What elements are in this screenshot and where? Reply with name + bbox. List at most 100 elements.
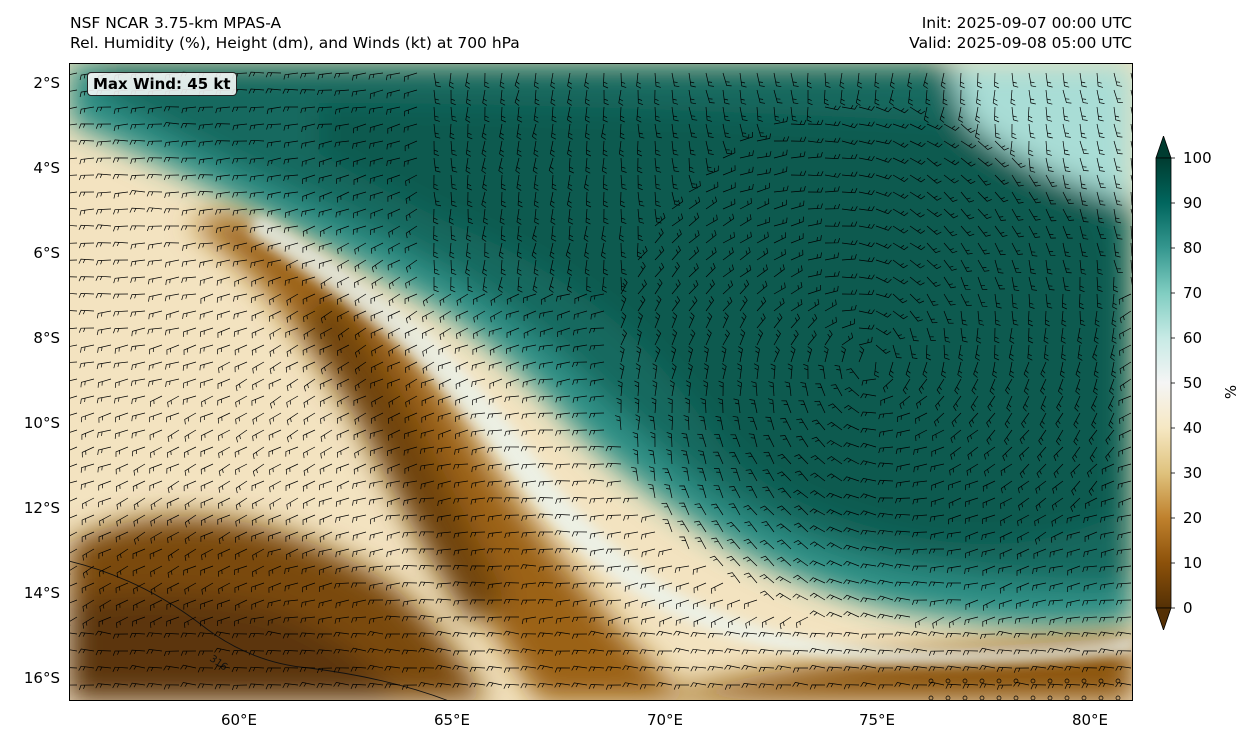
wind-barb [758, 632, 775, 637]
wind-barb [487, 565, 503, 572]
wind-barb [96, 395, 112, 404]
wind-barb [949, 463, 962, 476]
wind-barb [790, 119, 807, 125]
wind-barb [977, 208, 992, 220]
wind-barb [214, 665, 231, 670]
wind-barb [97, 378, 112, 388]
wind-barb [790, 313, 801, 329]
wind-barb [1081, 683, 1098, 689]
wind-barb [146, 666, 163, 672]
wind-barb [953, 395, 962, 411]
wind-barb [438, 429, 452, 440]
wind-barb [826, 509, 843, 516]
wind-barb [926, 327, 936, 342]
wind-barb [504, 395, 520, 403]
wind-barb [705, 140, 714, 155]
wind-barb [78, 276, 95, 282]
wind-barb [267, 225, 282, 234]
wind-barb [1018, 497, 1030, 511]
wind-barb [387, 361, 401, 372]
wind-barb [722, 147, 736, 159]
wind-barb [1049, 548, 1064, 558]
wind-barb [1096, 89, 1105, 104]
wind-barb [874, 72, 880, 89]
wind-barb [841, 240, 858, 246]
wind-barb [743, 504, 758, 516]
wind-barb [915, 616, 928, 628]
wind-barb [807, 90, 813, 106]
title-right: Init: 2025-09-07 00:00 UTC Valid: 2025-0… [909, 13, 1132, 53]
wind-barb [877, 633, 893, 639]
wind-barb [182, 395, 197, 405]
wind-barb [337, 344, 350, 356]
wind-barb [877, 546, 894, 551]
wind-barb [1011, 242, 1023, 255]
wind-barb [78, 632, 95, 638]
wind-barb [636, 72, 642, 89]
wind-barb [486, 681, 503, 687]
wind-barb [624, 599, 639, 609]
wind-barb [1023, 378, 1030, 395]
wind-barb [639, 632, 656, 638]
wind-barb [966, 463, 979, 476]
wind-barb [114, 344, 129, 354]
wind-barb [877, 684, 894, 690]
colorbar-ticks [1171, 157, 1175, 609]
wind-barb [435, 682, 452, 688]
wind-barb [503, 565, 519, 571]
wind-barb [283, 174, 299, 181]
wind-barb [943, 140, 960, 149]
wind-barb [147, 259, 163, 267]
wind-barb [335, 565, 350, 575]
wind-barb [999, 582, 1013, 594]
wind-barb [909, 344, 918, 359]
wind-barb [777, 505, 792, 516]
wind-barb [146, 173, 163, 179]
wind-barb [979, 665, 996, 670]
wind-barb [82, 599, 95, 612]
wind-barb [130, 259, 146, 267]
wind-barb [636, 106, 642, 123]
wind-barb [909, 310, 923, 322]
wind-barb [960, 140, 977, 149]
wind-barb [318, 208, 333, 218]
wind-barb [743, 572, 758, 584]
wind-barb [773, 217, 788, 227]
wind-barb [532, 225, 537, 242]
wind-barb [466, 225, 472, 242]
wind-barb [147, 276, 163, 285]
wind-barb [352, 514, 367, 523]
wind-barb [1089, 446, 1098, 463]
wind-barb [556, 378, 571, 388]
wind-barb [705, 214, 718, 227]
wind-barb [371, 276, 384, 289]
wind-barb [283, 72, 299, 80]
wind-barb [554, 514, 571, 520]
wind-barb [317, 616, 333, 625]
wind-barb [807, 235, 822, 244]
wind-barb [534, 208, 540, 225]
wind-barb [78, 327, 95, 333]
wind-barb [450, 157, 458, 173]
wind-barb [69, 684, 78, 686]
wind-barb [793, 539, 809, 550]
wind-barb [707, 683, 724, 689]
wind-barb [555, 497, 571, 504]
wind-barb [1028, 140, 1034, 157]
wind-barb [926, 123, 943, 130]
wind-barb [1113, 123, 1123, 138]
wind-barb [996, 666, 1013, 673]
wind-barb [335, 157, 350, 167]
wind-barb [163, 208, 180, 214]
wind-barb [435, 630, 452, 636]
wind-barb [1019, 463, 1030, 479]
wind-barb [1113, 157, 1123, 172]
wind-barb [1045, 208, 1057, 222]
wind-barb [572, 327, 588, 336]
wind-barb [1028, 225, 1041, 238]
wind-barb [777, 471, 792, 482]
wind-barb [824, 271, 840, 278]
wind-barb [163, 633, 180, 639]
wind-barb [453, 531, 469, 539]
wind-barb [721, 363, 727, 380]
